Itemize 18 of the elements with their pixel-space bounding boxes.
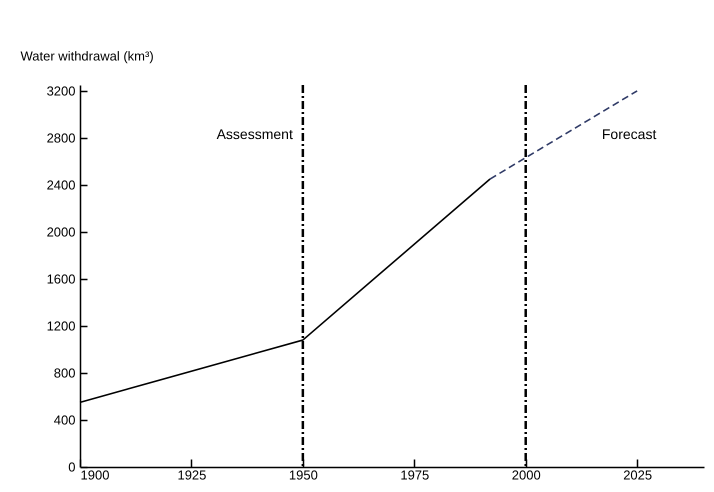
x-tick-label: 1950 bbox=[288, 468, 318, 482]
x-tick-label: 2000 bbox=[512, 468, 541, 482]
y-tick-label: 2000 bbox=[46, 224, 76, 240]
x-tick-label: 1925 bbox=[177, 468, 206, 482]
annotation: Forecast bbox=[602, 126, 656, 142]
y-tick-label: 2800 bbox=[46, 130, 76, 146]
y-tick-label: 2400 bbox=[46, 177, 76, 192]
y-tick-label: 1200 bbox=[46, 318, 76, 334]
y-tick-label: 800 bbox=[54, 365, 76, 380]
y-tick-label: 3200 bbox=[46, 83, 76, 98]
y-axis-title: Water withdrawal (km³) bbox=[20, 48, 154, 64]
y-tick-label: 0 bbox=[68, 460, 76, 474]
y-tick-label: 1600 bbox=[46, 271, 76, 286]
annotation: Assessment bbox=[216, 126, 293, 142]
y-tick-label: 400 bbox=[54, 412, 76, 428]
x-tick-label: 1900 bbox=[80, 468, 110, 482]
x-tick-label: 1975 bbox=[400, 468, 430, 482]
x-tick-label: 2025 bbox=[623, 468, 652, 482]
